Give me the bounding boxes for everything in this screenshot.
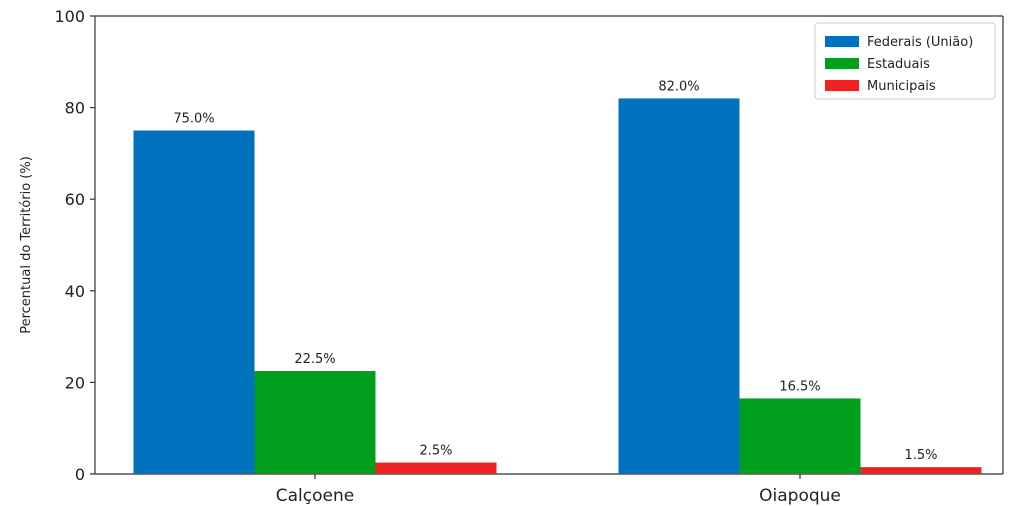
legend-swatch — [825, 80, 859, 91]
chart-bars — [133, 98, 982, 474]
legend-swatch — [825, 36, 859, 47]
bar — [860, 467, 982, 474]
y-axis-title: Percentual do Território (%) — [19, 156, 34, 334]
legend-label: Estaduais — [867, 57, 930, 72]
x-tick-label: Oiapoque — [759, 486, 841, 506]
bar-value-label: 16.5% — [779, 379, 820, 394]
y-tick-label: 40 — [65, 282, 85, 301]
x-tick-label: Calçoene — [276, 486, 354, 506]
bar — [739, 398, 861, 474]
bar-value-label: 2.5% — [419, 444, 452, 459]
y-tick-label: 0 — [75, 465, 85, 484]
chart-data-labels: 75.0% 22.5% 2.5% 82.0% 16.5% 1.5% — [173, 79, 937, 463]
y-tick-label: 100 — [54, 7, 85, 26]
bar-value-label: 75.0% — [173, 112, 214, 127]
bar-value-label: 22.5% — [294, 352, 335, 367]
bar — [254, 370, 376, 474]
y-tick-label: 20 — [65, 373, 85, 392]
bar — [375, 462, 497, 474]
legend: Federais (União) Estaduais Municipais — [814, 22, 996, 100]
legend-swatch — [825, 58, 859, 69]
bar — [133, 130, 255, 474]
legend-label: Federais (União) — [867, 35, 973, 50]
bar — [618, 98, 740, 474]
bar-value-label: 82.0% — [658, 79, 699, 94]
y-tick-label: 60 — [65, 190, 85, 209]
legend-box — [814, 22, 996, 100]
y-tick-label: 80 — [65, 99, 85, 118]
legend-label: Municipais — [867, 79, 936, 94]
bar-value-label: 1.5% — [904, 448, 937, 463]
